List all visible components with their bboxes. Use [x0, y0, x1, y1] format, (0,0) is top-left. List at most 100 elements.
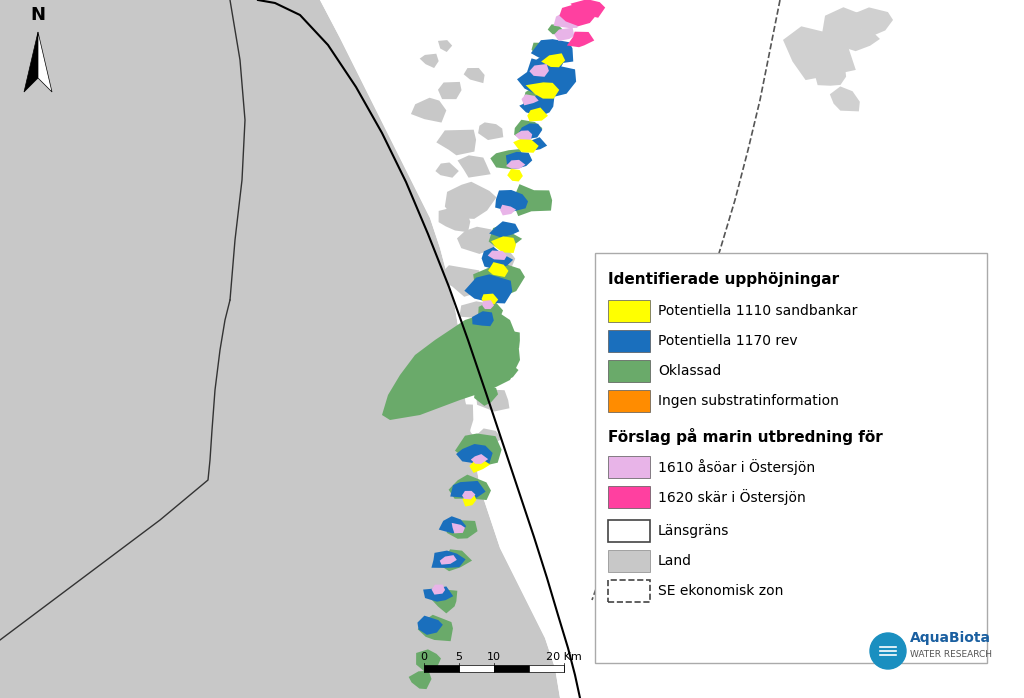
Bar — [608, 360, 650, 382]
Polygon shape — [439, 555, 457, 565]
Polygon shape — [525, 82, 559, 98]
Polygon shape — [431, 584, 445, 595]
Polygon shape — [487, 251, 507, 260]
Polygon shape — [474, 385, 498, 406]
Polygon shape — [463, 495, 476, 507]
Bar — [608, 390, 650, 412]
Polygon shape — [431, 590, 458, 614]
Polygon shape — [568, 3, 596, 19]
Bar — [494, 665, 529, 672]
Polygon shape — [488, 262, 509, 277]
Polygon shape — [415, 523, 459, 552]
Text: Oklassad: Oklassad — [658, 364, 721, 378]
Polygon shape — [413, 557, 451, 581]
Polygon shape — [843, 29, 880, 51]
Text: N: N — [31, 6, 45, 24]
Text: SE ekonomisk zon: SE ekonomisk zon — [658, 584, 783, 598]
Polygon shape — [506, 152, 532, 169]
Polygon shape — [515, 131, 532, 140]
Polygon shape — [818, 7, 865, 47]
Bar — [424, 665, 459, 672]
Text: 1610 åsöar i Östersjön: 1610 åsöar i Östersjön — [658, 459, 815, 475]
Polygon shape — [517, 59, 577, 98]
Polygon shape — [521, 94, 539, 105]
Bar — [459, 665, 494, 672]
Polygon shape — [438, 549, 472, 571]
Polygon shape — [423, 403, 473, 443]
Polygon shape — [489, 221, 519, 237]
Polygon shape — [532, 66, 555, 86]
Polygon shape — [481, 247, 513, 269]
Polygon shape — [513, 138, 539, 153]
Polygon shape — [554, 28, 574, 41]
Polygon shape — [0, 0, 560, 698]
Polygon shape — [455, 433, 502, 467]
Polygon shape — [530, 39, 573, 64]
Polygon shape — [397, 588, 442, 616]
Polygon shape — [482, 300, 494, 309]
Polygon shape — [473, 265, 525, 295]
Text: Potentiella 1110 sandbankar: Potentiella 1110 sandbankar — [658, 304, 857, 318]
Polygon shape — [519, 94, 554, 117]
Polygon shape — [424, 461, 476, 500]
Polygon shape — [420, 54, 438, 68]
Polygon shape — [438, 40, 453, 52]
Polygon shape — [426, 373, 444, 415]
Polygon shape — [523, 138, 547, 151]
Circle shape — [870, 633, 906, 669]
Polygon shape — [451, 481, 485, 498]
Polygon shape — [441, 324, 500, 353]
Polygon shape — [470, 429, 502, 447]
Bar — [529, 665, 564, 672]
Polygon shape — [469, 460, 490, 473]
Polygon shape — [416, 649, 441, 673]
Polygon shape — [490, 149, 523, 170]
Polygon shape — [506, 160, 525, 169]
Polygon shape — [531, 43, 551, 56]
Text: 20 Km: 20 Km — [546, 652, 582, 662]
Polygon shape — [449, 475, 490, 500]
Polygon shape — [456, 444, 493, 465]
Text: Potentiella 1170 rev: Potentiella 1170 rev — [658, 334, 798, 348]
Bar — [608, 580, 650, 602]
Polygon shape — [567, 31, 594, 47]
Polygon shape — [438, 207, 470, 232]
Polygon shape — [497, 329, 520, 348]
Polygon shape — [464, 68, 484, 83]
Polygon shape — [519, 124, 543, 139]
Polygon shape — [446, 520, 477, 539]
Polygon shape — [438, 517, 466, 533]
Polygon shape — [458, 156, 490, 177]
Text: 10: 10 — [487, 652, 501, 662]
Polygon shape — [418, 615, 453, 641]
Polygon shape — [411, 98, 446, 123]
Polygon shape — [488, 225, 522, 250]
Polygon shape — [496, 190, 528, 211]
Bar — [608, 550, 650, 572]
Text: Land: Land — [658, 554, 692, 568]
Polygon shape — [464, 274, 512, 304]
Polygon shape — [438, 444, 454, 477]
Polygon shape — [507, 169, 523, 181]
Polygon shape — [478, 282, 502, 299]
Polygon shape — [409, 671, 431, 689]
Polygon shape — [24, 32, 38, 92]
Bar — [608, 330, 650, 352]
Polygon shape — [523, 86, 553, 109]
Polygon shape — [554, 10, 584, 28]
Polygon shape — [492, 237, 516, 253]
Polygon shape — [481, 294, 499, 305]
Polygon shape — [444, 181, 497, 219]
Polygon shape — [319, 0, 1024, 698]
Text: Identifierade upphöjningar: Identifierade upphöjningar — [608, 272, 839, 287]
Text: Länsgräns: Länsgräns — [658, 524, 729, 538]
Polygon shape — [423, 586, 454, 602]
Polygon shape — [435, 163, 459, 178]
Polygon shape — [514, 120, 543, 141]
Text: Förslag på marin utbredning för: Förslag på marin utbredning för — [608, 428, 883, 445]
Text: WATER RESEARCH: WATER RESEARCH — [910, 650, 992, 659]
Polygon shape — [437, 265, 481, 297]
Polygon shape — [452, 523, 465, 533]
Polygon shape — [478, 122, 503, 140]
Text: Ingen substratinformation: Ingen substratinformation — [658, 394, 839, 408]
